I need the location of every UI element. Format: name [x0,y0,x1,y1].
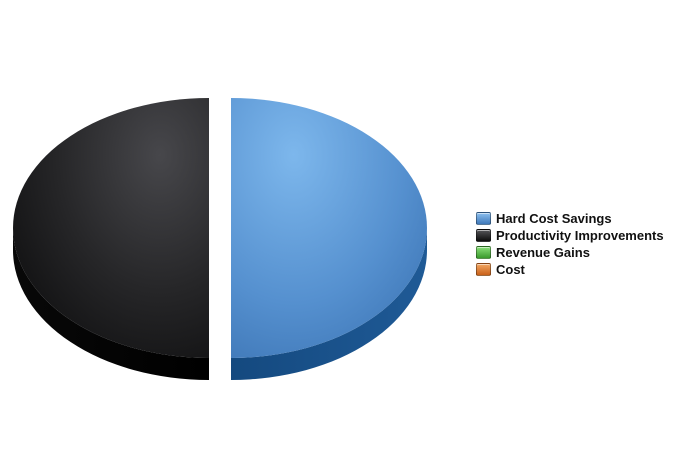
legend-swatch-cost [476,263,491,276]
legend-item-productivity-improvements: Productivity Improvements [476,227,664,244]
legend-item-revenue-gains: Revenue Gains [476,244,664,261]
legend-label: Revenue Gains [496,245,590,260]
legend-swatch-hard-cost-savings [476,212,491,225]
legend-label: Productivity Improvements [496,228,664,243]
chart-legend: Hard Cost Savings Productivity Improveme… [476,210,664,278]
legend-item-cost: Cost [476,261,664,278]
pie-side-hard-cost-savings [231,228,427,380]
legend-swatch-revenue-gains [476,246,491,259]
legend-label: Hard Cost Savings [496,211,612,226]
legend-swatch-productivity-improvements [476,229,491,242]
pie-slice-productivity-improvements [13,98,209,358]
pie-slice-hard-cost-savings [231,98,427,358]
legend-item-hard-cost-savings: Hard Cost Savings [476,210,664,227]
legend-label: Cost [496,262,525,277]
pie-side-productivity-improvements [13,228,209,380]
